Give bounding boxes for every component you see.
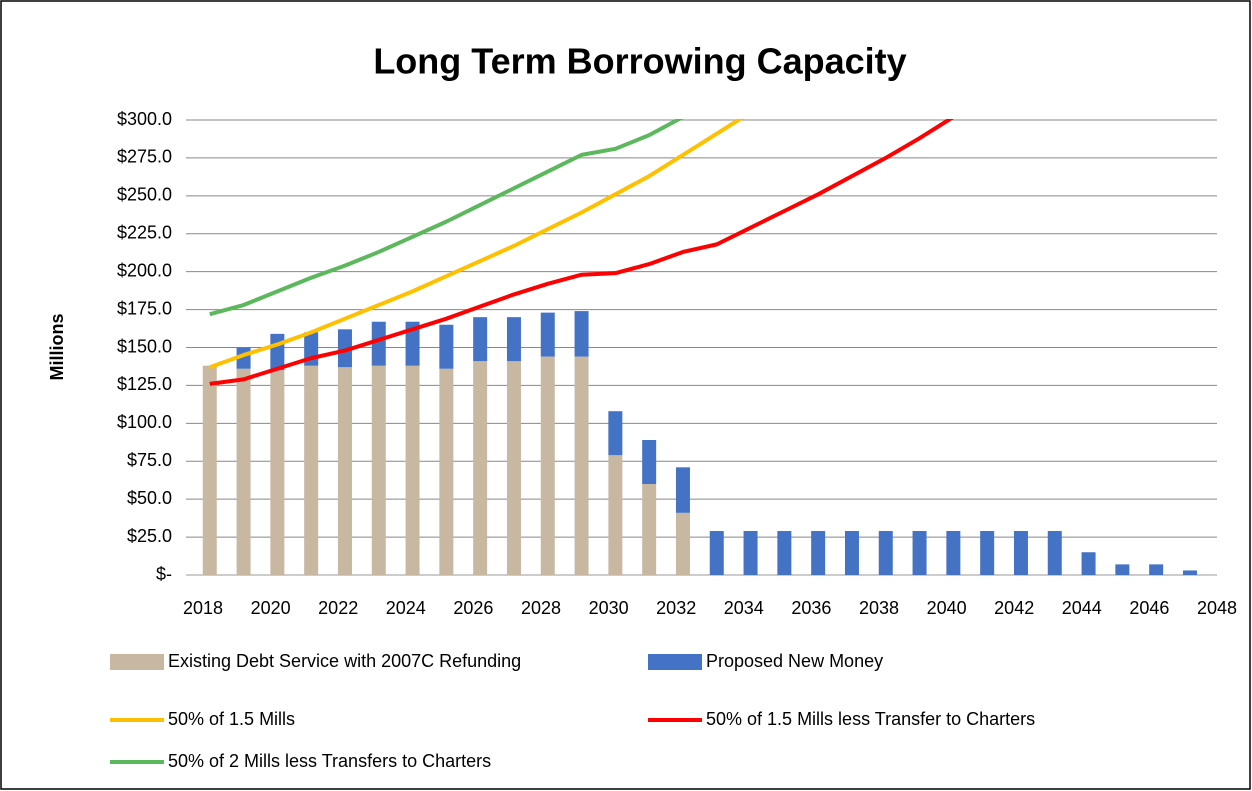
x-tick-label: 2036 — [791, 598, 831, 618]
bar-segment — [371, 365, 386, 575]
plot-area — [202, 119, 1197, 575]
legend-label: Proposed New Money — [706, 651, 883, 671]
x-tick-label: 2038 — [859, 598, 899, 618]
bar-segment — [506, 317, 521, 362]
y-tick-label: $200.0 — [117, 260, 172, 280]
bar-segment — [439, 368, 454, 575]
bar-segment — [1047, 531, 1062, 575]
y-tick-label: $25.0 — [127, 526, 172, 546]
legend-label: 50% of 1.5 Mills less Transfer to Charte… — [706, 709, 1035, 729]
y-tick-label: $50.0 — [127, 488, 172, 508]
bar-segment — [1013, 531, 1028, 575]
bar-segment — [777, 531, 792, 575]
x-tick-label: 2032 — [656, 598, 696, 618]
x-tick-label: 2030 — [589, 598, 629, 618]
x-tick-label: 2034 — [724, 598, 764, 618]
y-tick-label: $75.0 — [127, 450, 172, 470]
legend-swatch — [648, 654, 702, 670]
legend-label: 50% of 2 Mills less Transfers to Charter… — [168, 751, 491, 771]
x-tick-label: 2022 — [318, 598, 358, 618]
y-tick-label: $225.0 — [117, 223, 172, 243]
x-tick-label: 2020 — [251, 598, 291, 618]
bar-segment — [946, 531, 961, 575]
chart-title: Long Term Borrowing Capacity — [373, 41, 906, 82]
bar-segment — [811, 531, 826, 575]
line-series — [209, 119, 684, 317]
legend-label: 50% of 1.5 Mills — [168, 709, 295, 729]
x-tick-label: 2040 — [927, 598, 967, 618]
bar-segment — [337, 367, 352, 575]
line-series — [209, 119, 744, 370]
bar-segment — [878, 531, 893, 575]
bar-segment — [1182, 570, 1197, 575]
bar-segment — [709, 531, 724, 575]
bar-segment — [506, 361, 521, 575]
y-tick-label: $- — [156, 564, 172, 584]
bar-segment — [473, 361, 488, 575]
y-tick-label: $125.0 — [117, 374, 172, 394]
bar-segment — [743, 531, 758, 575]
y-tick-label: $275.0 — [117, 147, 172, 167]
bar-segment — [642, 440, 657, 484]
bar-segment — [642, 484, 657, 575]
x-tick-label: 2018 — [183, 598, 223, 618]
bar-segment — [1081, 552, 1096, 575]
x-tick-label: 2028 — [521, 598, 561, 618]
bar-segment — [608, 455, 623, 575]
y-tick-label: $250.0 — [117, 185, 172, 205]
bar-segment — [236, 368, 251, 575]
bar-segment — [473, 317, 488, 362]
bar-segment — [675, 512, 690, 575]
bar-segment — [574, 311, 589, 357]
bar-segment — [980, 531, 995, 575]
bar-segment — [675, 467, 690, 513]
bar-segment — [371, 321, 386, 366]
bar-segment — [439, 324, 454, 369]
bar-segment — [1115, 564, 1130, 575]
legend-swatch — [110, 654, 164, 670]
x-tick-label: 2042 — [994, 598, 1034, 618]
bar-segment — [608, 411, 623, 456]
x-tick-label: 2044 — [1062, 598, 1102, 618]
bar-segment — [1149, 564, 1164, 575]
bar-segment — [270, 370, 285, 575]
x-tick-label: 2024 — [386, 598, 426, 618]
bar-segment — [574, 356, 589, 575]
bar-segment — [540, 356, 555, 575]
bar-segment — [540, 312, 555, 357]
y-tick-label: $300.0 — [117, 109, 172, 129]
x-tick-label: 2026 — [453, 598, 493, 618]
bar-segment — [337, 329, 352, 368]
y-tick-label: $175.0 — [117, 298, 172, 318]
x-tick-label: 2046 — [1129, 598, 1169, 618]
bar-segment — [304, 365, 319, 575]
legend-label: Existing Debt Service with 2007C Refundi… — [168, 651, 521, 671]
y-axis-label: Millions — [47, 314, 67, 381]
line-series — [209, 119, 954, 386]
bar-segment — [270, 333, 285, 371]
y-tick-label: $100.0 — [117, 412, 172, 432]
y-tick-label: $150.0 — [117, 336, 172, 356]
bar-segment — [405, 365, 420, 575]
bar-segment — [912, 531, 927, 575]
bar-segment — [405, 321, 420, 366]
bar-segment — [202, 365, 217, 575]
bar-segment — [844, 531, 859, 575]
x-tick-label: 2048 — [1197, 598, 1237, 618]
